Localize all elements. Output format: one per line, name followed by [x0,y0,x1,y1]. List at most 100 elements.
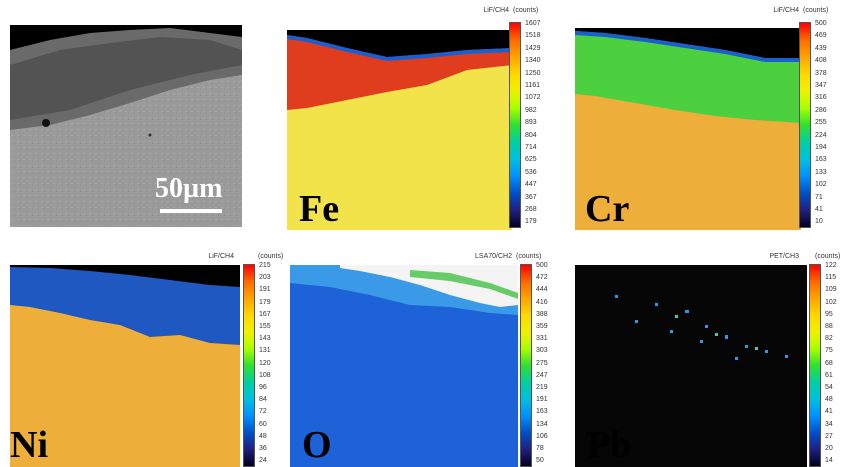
cr-tick: 347 [815,82,827,89]
fe-tick: 367 [525,193,537,201]
fe-tick: 447 [525,181,537,189]
ni-tick: 131 [259,347,271,355]
o-condition-label: LSA70/CH2 [475,253,512,260]
pb-map-panel: PET/CH3 (counts) Pb 122 115 109 102 95 8… [575,250,840,467]
o-map-image [290,265,518,467]
fe-condition-label: LiF/CH4 [483,7,509,14]
cr-tick: 408 [815,57,827,65]
o-tick: 106 [536,432,548,440]
fe-tick: 625 [525,156,537,164]
o-tick: 444 [536,286,548,294]
pb-tick: 88 [825,323,833,330]
ni-tick: 72 [259,408,267,416]
o-element-label: O [302,424,332,466]
fe-colorbar-unit: (counts) [513,7,539,14]
pb-tick: 27 [825,432,833,440]
o-tick: 331 [536,335,548,343]
o-colorbar-ticks: 500 472 444 416 388 359 331 303 275 247 … [536,262,552,467]
ni-map-image [10,265,240,467]
cr-tick: 378 [815,69,827,77]
cr-condition-label: LiF/CH4 [773,7,799,14]
fe-colorbar [509,22,521,228]
o-tick: 247 [536,371,548,379]
o-tick: 275 [536,359,548,367]
o-tick: 163 [536,408,548,416]
fe-tick: 1250 [525,69,541,77]
cr-tick: 163 [815,156,827,164]
cr-tick: 41 [815,206,823,213]
cr-colorbar-unit: (counts) [803,7,829,14]
fe-tick: 1161 [525,82,541,89]
o-tick: 303 [536,347,548,355]
fe-tick: 893 [525,119,537,127]
ni-tick: 179 [259,298,271,306]
o-tick: 359 [536,323,548,330]
pb-tick: 34 [825,420,833,428]
ni-tick: 215 [259,262,271,269]
sem-panel: 50µm [10,25,242,227]
cr-tick: 102 [815,181,827,189]
ni-tick: 167 [259,310,271,318]
cr-colorbar-ticks: 500 469 439 408 378 347 316 286 255 224 … [815,20,837,230]
ni-tick: 24 [259,457,267,465]
pb-colorbar-ticks: 122 115 109 102 95 88 82 75 68 61 54 48 … [825,262,839,467]
cr-colorbar [799,22,811,228]
pb-map-image [575,265,807,467]
ni-colorbar [243,264,255,467]
cr-map-image [575,28,801,230]
fe-tick: 268 [525,206,537,213]
o-tick: 219 [536,384,548,391]
ni-tick: 60 [259,420,267,428]
cr-tick: 194 [815,144,827,151]
cr-tick: 71 [815,193,823,201]
ni-tick: 84 [259,396,267,404]
ni-tick: 48 [259,432,267,440]
cr-element-label: Cr [585,188,630,230]
fe-tick: 1340 [525,57,541,65]
fe-tick: 804 [525,131,537,139]
pb-tick: 61 [825,371,833,379]
pb-condition-label: PET/CH3 [769,253,799,260]
fe-tick: 536 [525,168,537,176]
pb-tick: 102 [825,298,837,306]
fe-tick: 1518 [525,32,541,40]
ni-tick: 155 [259,323,271,330]
pb-tick: 95 [825,310,833,318]
pb-tick: 109 [825,286,837,294]
cr-tick: 224 [815,131,827,139]
ni-tick: 143 [259,335,271,343]
pb-tick: 14 [825,457,833,465]
fe-tick: 1607 [525,20,541,27]
ni-tick: 96 [259,384,267,391]
o-tick: 50 [536,457,544,465]
o-tick: 191 [536,396,548,404]
fe-map-panel: LiF/CH4 (counts) Fe 1607 1518 1429 1340 … [287,0,547,232]
fe-element-label: Fe [299,188,340,230]
cr-tick: 255 [815,119,827,127]
cr-tick: 286 [815,106,827,114]
ni-tick: 108 [259,371,271,379]
pb-tick: 122 [825,262,837,269]
fe-map-image [287,30,512,230]
ni-tick: 203 [259,274,271,282]
cr-tick: 316 [815,94,827,102]
cr-tick: 469 [815,32,827,40]
fe-tick: 1429 [525,44,541,52]
pb-tick: 75 [825,347,833,355]
ni-colorbar-unit: (counts) [258,253,284,260]
scale-bar-label: 50µm [155,173,223,204]
fe-colorbar-ticks: 1607 1518 1429 1340 1250 1161 1072 982 8… [525,20,549,230]
o-tick: 134 [536,420,548,428]
pb-colorbar [809,264,821,467]
cr-tick: 500 [815,20,827,27]
fe-tick: 982 [525,106,537,114]
pb-tick: 115 [825,274,837,282]
ni-tick: 120 [259,359,271,367]
o-tick: 500 [536,262,548,269]
o-tick: 472 [536,274,548,282]
o-map-panel: LSA70/CH2 (counts) O 500 472 444 416 388… [290,250,550,467]
cr-tick: 10 [815,218,823,226]
ni-colorbar-ticks: 215 203 191 179 167 155 143 131 120 108 … [259,262,273,467]
pb-tick: 54 [825,384,833,391]
o-colorbar [520,264,532,467]
